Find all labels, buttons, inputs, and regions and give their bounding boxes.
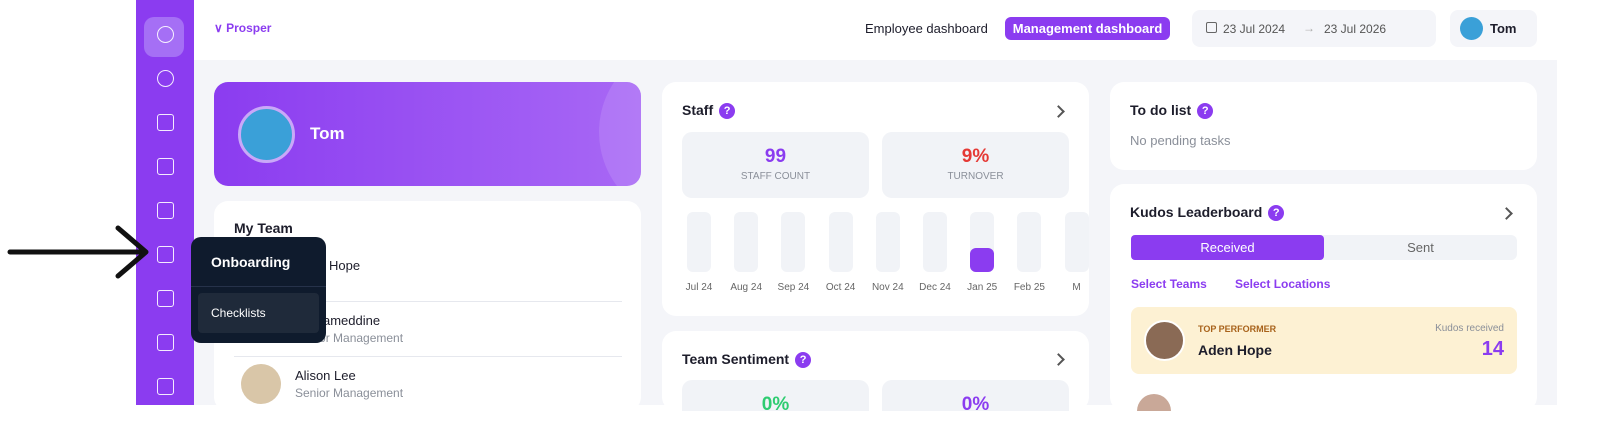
nav-icon[interactable]: [157, 378, 174, 395]
month-bar-track: [875, 212, 900, 272]
user-name: Tom: [1490, 21, 1517, 36]
stat-value: 0%: [761, 394, 790, 411]
empty-text: No pending tasks: [1130, 133, 1231, 148]
performer-name: Aden Hope: [1198, 342, 1272, 358]
tab-active[interactable]: Management dashboard: [1005, 17, 1170, 40]
arrow: →: [1303, 21, 1315, 35]
card-title: To do list?: [1130, 102, 1214, 119]
member-name[interactable]: Alison Lee: [295, 368, 356, 383]
help[interactable]: ?: [795, 352, 812, 368]
month-bar-track: [923, 212, 947, 272]
nav-icon[interactable]: [157, 70, 174, 87]
month-bar-track: [1064, 212, 1089, 272]
avatar: [1460, 17, 1483, 40]
help[interactable]: ?: [719, 103, 736, 119]
help[interactable]: ?: [1197, 103, 1214, 119]
brand-text: Prosper: [226, 21, 272, 35]
card-title: Staff?: [682, 102, 736, 119]
month-label: M: [1072, 282, 1081, 293]
date-range[interactable]: 23 Jul 2024 → 23 Jul 2026: [1192, 10, 1436, 47]
count: 14: [1481, 338, 1504, 360]
month-bar-track: [734, 212, 759, 272]
stat-value: 99: [764, 146, 787, 167]
arrow-pointer: [7, 225, 149, 279]
stat-value: 9%: [961, 146, 990, 167]
month-bar-track: [781, 212, 806, 272]
popup: Onboarding Checklists: [191, 237, 326, 343]
chevron[interactable]: [1500, 207, 1513, 220]
avatar: [241, 364, 281, 404]
title-text: Team Sentiment: [682, 351, 790, 367]
popup-title: Onboarding: [211, 254, 291, 270]
stat: 0%: [682, 380, 869, 411]
nav-icon[interactable]: [157, 202, 174, 219]
nav-icon[interactable]: [157, 334, 174, 351]
badge: TOP PERFORMER: [1198, 324, 1277, 334]
user-menu[interactable]: Tom: [1450, 10, 1537, 47]
stat: 0%: [882, 380, 1069, 411]
brand[interactable]: ∨ Prosper: [214, 21, 272, 35]
month-bar-track: [1017, 212, 1042, 272]
todo-card: To do list? No pending tasks: [1110, 82, 1537, 170]
stat: 9% TURNOVER: [882, 132, 1069, 198]
month-label: Oct 24: [825, 282, 856, 293]
avatar: [1137, 394, 1171, 411]
card-title: Team Sentiment?: [682, 351, 812, 368]
nav-icon[interactable]: [157, 26, 174, 43]
card-title: My Team: [234, 220, 293, 236]
title-text: To do list: [1130, 102, 1192, 118]
nav-icon[interactable]: [157, 158, 174, 175]
filter[interactable]: Select Teams: [1131, 277, 1207, 291]
stat-label: TURNOVER: [947, 171, 1004, 182]
month-label: Dec 24: [919, 282, 951, 293]
nav-icon[interactable]: [157, 246, 174, 263]
tab[interactable]: Sent: [1407, 240, 1434, 255]
filter[interactable]: Select Locations: [1235, 277, 1331, 291]
stat: 99 STAFF COUNT: [682, 132, 869, 198]
popup-item[interactable]: Checklists: [198, 293, 319, 333]
member-name[interactable]: ameddine: [323, 313, 381, 328]
tab-active[interactable]: Received: [1131, 235, 1324, 260]
profile-card: Tom: [214, 82, 641, 186]
date-from: 23 Jul 2024: [1223, 22, 1286, 36]
staff-card: Staff? 99 STAFF COUNT 9% TURNOVER Jul 24…: [662, 82, 1089, 316]
card-title: Kudos Leaderboard?: [1130, 204, 1285, 221]
month-bar-track: [687, 212, 711, 272]
help[interactable]: ?: [1268, 205, 1285, 221]
nav-icon[interactable]: [157, 114, 174, 131]
date-to: 23 Jul 2026: [1324, 22, 1387, 36]
month-label: Nov 24: [871, 282, 904, 293]
sentiment-card: Team Sentiment? 0% 0%: [662, 331, 1089, 411]
month-label: Aug 24: [730, 282, 763, 293]
calendar-icon: [1206, 22, 1217, 33]
member-role: Senior Management: [295, 386, 404, 400]
month-label: Feb 25: [1013, 282, 1045, 293]
month-bar: [970, 248, 995, 272]
nav-icon[interactable]: [157, 290, 174, 307]
stat-label: STAFF COUNT: [740, 171, 811, 182]
tab[interactable]: Employee dashboard: [865, 21, 988, 36]
chevron[interactable]: [1052, 105, 1065, 118]
month-label: Jan 25: [967, 282, 998, 293]
title-text: Staff: [682, 102, 714, 118]
avatar: [1144, 320, 1185, 361]
count-label: Kudos received: [1435, 323, 1504, 334]
kudos-card: Kudos Leaderboard? Received Sent Select …: [1110, 184, 1537, 411]
top-performer: TOP PERFORMER Aden Hope Kudos received 1…: [1131, 307, 1517, 374]
chevron[interactable]: [1052, 353, 1065, 366]
avatar: [238, 106, 295, 163]
month-bar-track: [828, 212, 853, 272]
title-text: Kudos Leaderboard: [1130, 204, 1263, 220]
month-label: Sep 24: [777, 282, 810, 293]
stat-value: 0%: [961, 394, 990, 411]
profile-name: Tom: [310, 124, 345, 143]
month-label: Jul 24: [685, 282, 713, 293]
